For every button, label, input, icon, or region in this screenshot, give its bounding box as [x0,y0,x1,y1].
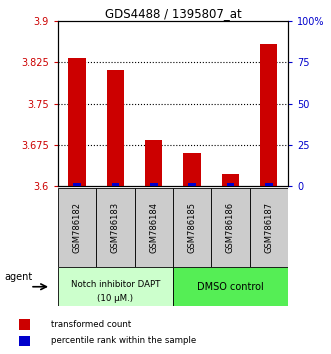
Bar [19,336,30,346]
Bar [222,174,239,186]
Text: percentile rank within the sample: percentile rank within the sample [51,336,196,346]
Text: GSM786182: GSM786182 [72,202,82,253]
Bar [183,153,201,186]
FancyBboxPatch shape [96,188,135,267]
Bar [145,140,163,186]
FancyBboxPatch shape [173,188,211,267]
Text: Notch inhibitor DAPT: Notch inhibitor DAPT [71,280,160,289]
Text: DMSO control: DMSO control [197,282,264,292]
Bar [150,183,158,186]
Text: GSM786185: GSM786185 [188,202,197,253]
FancyBboxPatch shape [58,267,173,306]
Text: GSM786186: GSM786186 [226,202,235,253]
Bar [107,69,124,186]
Bar [265,183,273,186]
Text: transformed count: transformed count [51,320,131,329]
FancyBboxPatch shape [58,188,96,267]
Bar [227,183,234,186]
Bar [19,319,30,330]
Text: (10 μM.): (10 μM.) [97,294,133,303]
Bar [69,58,86,186]
Text: GSM786187: GSM786187 [264,202,273,253]
Text: GSM786184: GSM786184 [149,202,158,253]
Bar [73,183,81,186]
Bar [112,183,119,186]
FancyBboxPatch shape [250,188,288,267]
FancyBboxPatch shape [211,188,250,267]
Text: GSM786183: GSM786183 [111,202,120,253]
Title: GDS4488 / 1395807_at: GDS4488 / 1395807_at [105,7,241,20]
Bar [260,44,277,186]
Bar [188,183,196,186]
FancyBboxPatch shape [135,188,173,267]
FancyBboxPatch shape [173,267,288,306]
Text: agent: agent [5,272,33,282]
